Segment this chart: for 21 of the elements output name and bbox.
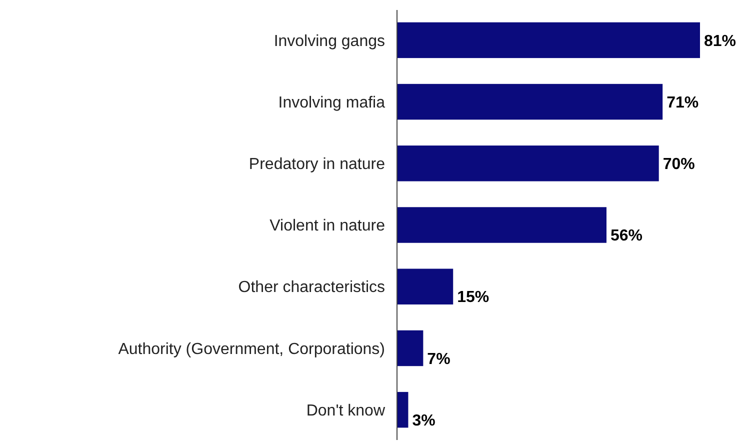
bar <box>397 392 408 428</box>
data-label: 7% <box>427 350 450 368</box>
data-label: 56% <box>610 228 643 245</box>
bar <box>397 207 606 243</box>
data-label: 71% <box>666 94 699 112</box>
data-label: 15% <box>457 289 490 306</box>
y-tick-label: Other characteristics <box>238 279 385 296</box>
bar <box>397 22 700 58</box>
bar <box>397 330 424 366</box>
bar <box>397 84 663 120</box>
y-tick-label: Predatory in nature <box>248 156 386 173</box>
y-tick-label: Violent in nature <box>270 218 386 235</box>
y-tick-label: Authority (Government, Corporations) <box>118 340 385 358</box>
data-label: 3% <box>412 412 436 430</box>
data-label: 81% <box>704 32 736 50</box>
y-tick-label: Involving gangs <box>274 32 385 50</box>
bar <box>397 268 454 304</box>
y-tick-label: Don't know <box>306 402 386 420</box>
bar <box>397 146 659 182</box>
data-label: 70% <box>662 156 695 173</box>
y-tick-label: Involving mafia <box>278 94 386 112</box>
